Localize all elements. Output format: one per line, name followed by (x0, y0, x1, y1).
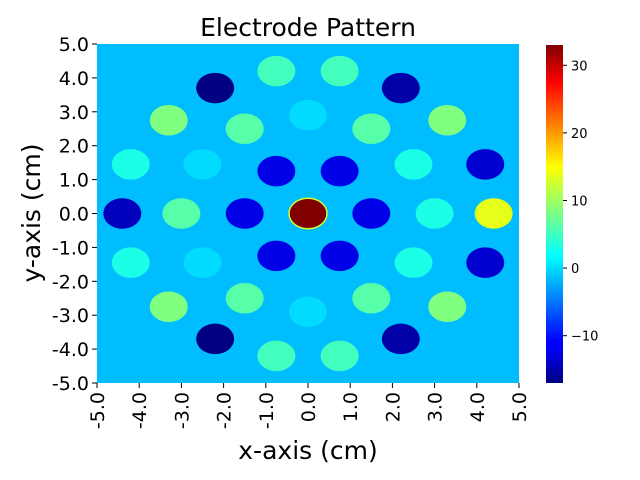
electrode-2 (257, 155, 296, 187)
y-tick-label: -4.0 (52, 339, 89, 361)
y-tick-label: 5.0 (59, 34, 89, 56)
y-tick-label: 3.0 (59, 102, 89, 124)
electrode-3 (320, 155, 359, 187)
y-tick-label: -2.0 (52, 271, 89, 293)
electrode-34 (196, 72, 235, 104)
electrode-33 (474, 198, 513, 229)
electrode-23 (320, 340, 359, 372)
electrode-7 (320, 240, 359, 272)
electrode-10 (183, 149, 222, 180)
electrode-6 (257, 240, 296, 272)
colorbar-tick-label: 10 (571, 194, 588, 209)
y-tick-label: 0.0 (59, 204, 89, 226)
electrode-15 (352, 113, 391, 145)
x-tick-label: -3.0 (171, 392, 193, 429)
electrode-13 (394, 247, 433, 278)
x-tick-label: 1.0 (340, 392, 362, 422)
electrode-20 (257, 55, 296, 87)
electrode-19 (352, 282, 391, 314)
electrode-32 (103, 198, 142, 229)
electrode-1 (288, 197, 328, 230)
electrode-28 (111, 149, 150, 180)
x-tick-label: -4.0 (129, 392, 151, 429)
y-axis-ticks: 5.0 4.0 3.0 2.0 1.0 0.0 -1.0 -2.0 -3.0 -4.0 -5.0 (52, 34, 97, 395)
electrode-4 (225, 198, 264, 229)
electrodes-layer (103, 55, 513, 372)
y-tick-label: -5.0 (52, 373, 89, 395)
colorbar-ticks: 30 20 10 0 −10 (563, 59, 598, 345)
electrode-5 (352, 198, 391, 229)
electrode-26 (149, 291, 188, 322)
electrode-14 (225, 113, 264, 145)
y-tick-label: 1.0 (59, 170, 89, 192)
electrode-18 (225, 282, 264, 314)
y-tick-label: -3.0 (52, 305, 89, 327)
y-tick-label: 4.0 (59, 68, 89, 90)
electrode-36 (196, 323, 235, 355)
electrode-27 (428, 291, 467, 322)
electrode-35 (381, 72, 420, 104)
colorbar-tick-label: −10 (571, 330, 598, 345)
colorbar (546, 45, 563, 383)
electrode-21 (320, 55, 359, 87)
x-tick-label: 2.0 (382, 392, 404, 422)
x-tick-label: 5.0 (509, 392, 531, 422)
x-tick-label: 4.0 (467, 392, 489, 422)
electrode-17 (415, 198, 454, 229)
electrode-25 (428, 105, 467, 136)
colorbar-tick-label: 0 (571, 262, 579, 277)
electrode-8 (289, 99, 327, 131)
y-tick-label: -1.0 (52, 237, 89, 259)
x-tick-label: 0.0 (298, 392, 320, 422)
electrode-30 (111, 247, 150, 278)
y-axis-label: y-axis (cm) (17, 143, 46, 282)
x-tick-label: -2.0 (214, 392, 236, 429)
electrode-24 (149, 105, 188, 136)
colorbar-tick-label: 20 (571, 127, 588, 142)
electrode-22 (257, 340, 296, 372)
electrode-9 (289, 296, 327, 328)
x-tick-label: -5.0 (87, 392, 109, 429)
x-axis-ticks: -5.0 -4.0 -3.0 -2.0 -1.0 0.0 1.0 2.0 3.0 4.0 5.0 (87, 383, 531, 429)
electrode-11 (394, 149, 433, 180)
electrode-31 (466, 247, 505, 278)
electrode-29 (466, 149, 505, 180)
electrode-37 (381, 323, 420, 355)
x-tick-label: -1.0 (256, 392, 278, 429)
electrode-16 (162, 198, 201, 229)
x-axis-label: x-axis (cm) (238, 436, 377, 465)
x-tick-label: 3.0 (425, 392, 447, 422)
chart-title: Electrode Pattern (200, 13, 416, 42)
colorbar-tick-label: 30 (571, 59, 588, 74)
electrode-12 (183, 247, 222, 278)
y-tick-label: 2.0 (59, 136, 89, 158)
